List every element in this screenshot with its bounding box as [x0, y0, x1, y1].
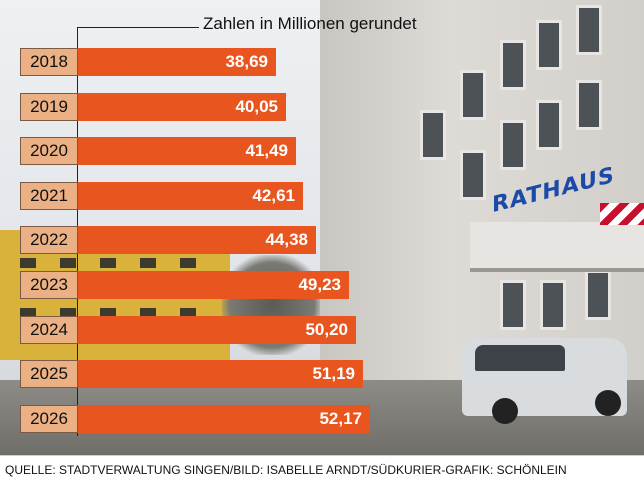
bar: 50,20: [78, 316, 356, 344]
building-window: [60, 258, 76, 268]
year-label: 2026: [20, 405, 78, 433]
bar: 38,69: [78, 48, 276, 76]
bar: 51,19: [78, 360, 363, 388]
bar-value-label: 49,23: [298, 275, 341, 294]
source-footer: QUELLE: STADTVERWALTUNG SINGEN/BILD: ISA…: [0, 455, 644, 485]
bar-value-label: 52,17: [319, 409, 362, 428]
bar-value-label: 40,05: [235, 97, 278, 116]
bar-value-label: 50,20: [305, 320, 348, 339]
entrance-canopy: [470, 222, 644, 272]
bar: 49,23: [78, 271, 349, 299]
van-wheel: [492, 398, 518, 424]
bar: 40,05: [78, 93, 286, 121]
building-window: [460, 70, 486, 120]
building-window: [585, 270, 611, 320]
building-window: [460, 150, 486, 200]
year-label: 2020: [20, 137, 78, 165]
bar-value-label: 41,49: [245, 141, 288, 160]
building-window: [180, 308, 196, 318]
town-hall-building: [320, 0, 644, 430]
bar-value-label: 38,69: [225, 52, 268, 71]
van-window: [475, 345, 565, 371]
year-label: 2018: [20, 48, 78, 76]
bar: 42,61: [78, 182, 303, 210]
building-window: [420, 110, 446, 160]
year-label: 2025: [20, 360, 78, 388]
building-window: [180, 258, 196, 268]
building-window: [536, 100, 562, 150]
building-window: [60, 308, 76, 318]
building-window: [536, 20, 562, 70]
bar-value-label: 42,61: [252, 186, 295, 205]
building-window: [20, 258, 36, 268]
building-window: [540, 280, 566, 330]
building-window: [500, 120, 526, 170]
building-window: [576, 80, 602, 130]
warning-stripe: [600, 203, 644, 225]
building-window: [140, 308, 156, 318]
header-leader-line: [77, 27, 199, 28]
building-window: [100, 308, 116, 318]
year-label: 2019: [20, 93, 78, 121]
bar-value-label: 44,38: [265, 230, 308, 249]
van-wheel: [595, 390, 621, 416]
bar-value-label: 51,19: [312, 364, 355, 383]
year-label: 2021: [20, 182, 78, 210]
year-label: 2023: [20, 271, 78, 299]
building-window: [576, 5, 602, 55]
year-label: 2024: [20, 316, 78, 344]
building-window: [20, 308, 36, 318]
building-window: [500, 40, 526, 90]
bar: 41,49: [78, 137, 296, 165]
bar: 52,17: [78, 405, 370, 433]
year-label: 2022: [20, 226, 78, 254]
building-window: [500, 280, 526, 330]
building-window: [100, 258, 116, 268]
source-credit: QUELLE: STADTVERWALTUNG SINGEN/BILD: ISA…: [5, 463, 567, 477]
chart-title: Zahlen in Millionen gerundet: [203, 14, 417, 33]
building-window: [140, 258, 156, 268]
bar: 44,38: [78, 226, 316, 254]
